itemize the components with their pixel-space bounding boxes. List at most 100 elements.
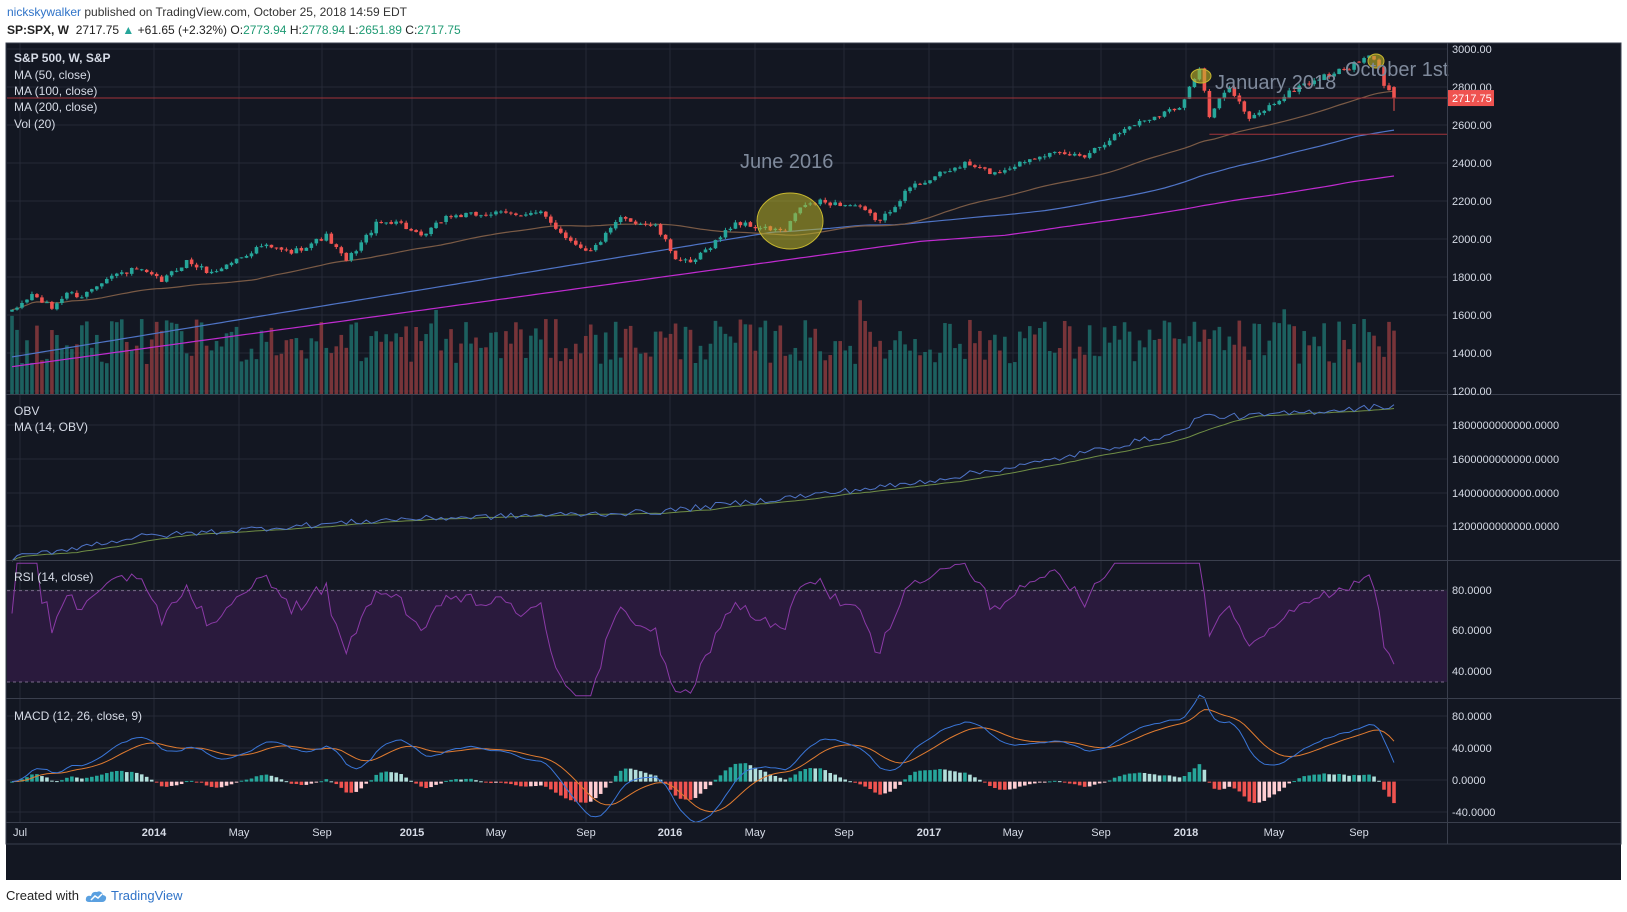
macd-histogram-bar (179, 781, 184, 785)
candle-body (1207, 90, 1212, 118)
macd-histogram-bar (823, 770, 828, 782)
volume-bar (459, 343, 463, 394)
macd-histogram-bar (1347, 775, 1351, 782)
macd-histogram-bar (853, 781, 857, 783)
candle-body (494, 211, 498, 215)
june-2016-circle (756, 192, 824, 250)
candle-body (449, 216, 453, 218)
candle-body (1087, 153, 1092, 158)
volume-bar (1277, 323, 1282, 394)
macd-histogram-bar (1312, 774, 1316, 782)
volume-bar (1332, 362, 1336, 394)
macd-histogram-bar (269, 775, 274, 782)
volume-bar (633, 347, 638, 394)
candle-body (564, 232, 568, 239)
candle-body (953, 167, 957, 171)
candle-body (484, 214, 488, 216)
candle-body (1317, 79, 1321, 81)
macd-histogram-bar (1087, 781, 1092, 787)
candle-body (349, 253, 354, 261)
rsi-pane[interactable] (7, 562, 1447, 697)
volume-bar (414, 326, 418, 394)
macd-histogram-bar (409, 780, 413, 782)
macd-histogram-bar (948, 770, 952, 782)
candle-body (1192, 78, 1197, 88)
macd-histogram-bar (499, 781, 503, 783)
volume-bar (424, 334, 428, 394)
volume-bar (808, 337, 813, 394)
y-tick-label: 3000.00 (1452, 44, 1492, 56)
candle-body (509, 212, 513, 214)
volume-bar (464, 322, 468, 394)
volume-bar (1337, 321, 1341, 394)
low-value: 2651.89 (358, 23, 402, 37)
tradingview-link[interactable]: TradingView (110, 888, 183, 903)
volume-bar (434, 309, 438, 394)
candle-body (1013, 166, 1017, 169)
candle-body (219, 268, 224, 272)
volume-bar (244, 359, 249, 394)
macd-histogram-bar (588, 781, 593, 802)
candle-body (1282, 96, 1287, 101)
macd-histogram-bar (568, 781, 573, 801)
candle-body (593, 245, 598, 251)
obv-pane[interactable] (11, 403, 1395, 562)
volume-bar (953, 348, 957, 394)
macd-histogram-bar (1287, 781, 1292, 784)
candle-body (903, 190, 907, 201)
author-link[interactable]: nickskywalker (7, 5, 82, 19)
volume-bar (1082, 354, 1087, 394)
y-tick-label: 40.0000 (1452, 743, 1492, 755)
macd-histogram-bar (65, 777, 69, 782)
volume-bar (239, 361, 244, 394)
volume-bar (718, 326, 723, 394)
macd-histogram-bar (1242, 781, 1247, 797)
macd-histogram-bar (1162, 775, 1167, 782)
macd-histogram-bar (394, 772, 398, 782)
candle-body (1152, 116, 1157, 121)
y-tick-label: 80.0000 (1452, 711, 1492, 723)
x-tick-label: 2018 (1174, 827, 1198, 839)
macd-histogram-bar (1102, 781, 1107, 783)
volume-bar (384, 334, 388, 394)
macd-histogram-bar (509, 781, 513, 785)
candle-body (55, 303, 59, 310)
y-tick-label: 60.0000 (1452, 625, 1492, 637)
macd-histogram-bar (1003, 781, 1007, 790)
volume-bar (818, 351, 823, 394)
volume-bar (878, 340, 882, 394)
macd-histogram-bar (40, 776, 44, 782)
volume-bar (1242, 346, 1247, 394)
candle-body (1262, 110, 1267, 113)
candle-body (1357, 61, 1361, 63)
price-pane[interactable]: June 2016 January 2018 October 1st (7, 53, 1449, 394)
macd-histogram-bar (623, 768, 628, 782)
candle-body (1252, 114, 1257, 119)
candle-body (269, 244, 274, 248)
macd-histogram-bar (419, 781, 423, 787)
candle-body (1227, 87, 1232, 93)
volume-bar (1112, 325, 1117, 394)
macd-histogram-bar (204, 781, 209, 786)
volume-bar (514, 322, 518, 394)
candle-body (394, 221, 398, 224)
macd-histogram-bar (1077, 781, 1082, 786)
candle-body (1052, 151, 1057, 153)
volume-bar (284, 340, 289, 394)
macd-pane[interactable] (10, 694, 1396, 823)
volume-bar (55, 335, 59, 394)
ma200-line (11, 175, 1395, 368)
candle-body (100, 283, 104, 287)
candle-body (1392, 87, 1396, 99)
candle-body (568, 237, 573, 241)
volume-bar (1027, 326, 1032, 394)
macd-histogram-bar (988, 781, 992, 786)
macd-histogram-bar (1337, 773, 1341, 782)
macd-histogram-bar (1227, 781, 1232, 787)
candle-body (144, 269, 149, 273)
volume-bar (319, 322, 324, 394)
y-tick-label: 2600.00 (1452, 120, 1492, 132)
volume-bar (583, 335, 588, 394)
candle-body (623, 217, 628, 219)
